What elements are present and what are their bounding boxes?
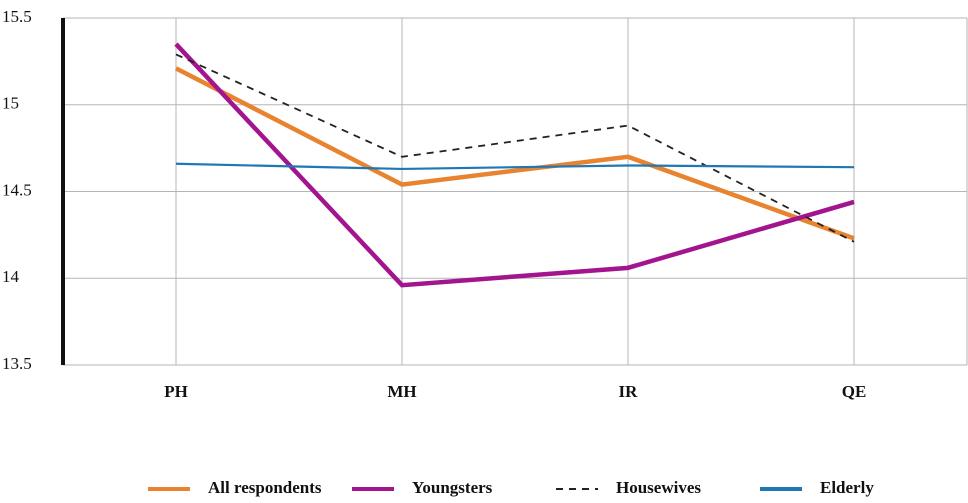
series-line — [175, 162, 855, 171]
y-tick-label: 14.5 — [2, 180, 32, 199]
y-tick-label: 13.5 — [2, 354, 32, 373]
y-tick-label: 14 — [2, 267, 20, 286]
x-tick-label: PH — [164, 382, 188, 401]
series-line — [174, 42, 855, 288]
series-line — [175, 53, 855, 243]
x-tick-label: QE — [842, 382, 867, 401]
y-tick-label: 15.5 — [2, 7, 32, 26]
y-tick-label: 15 — [2, 94, 19, 113]
x-tick-label: IR — [619, 382, 639, 401]
series-line — [174, 66, 855, 241]
legend-label: All respondents — [208, 478, 322, 497]
legend-label: Housewives — [616, 478, 701, 497]
legend-label: Elderly — [820, 478, 874, 497]
legend-label: Youngsters — [412, 478, 493, 497]
x-tick-label: MH — [387, 382, 416, 401]
